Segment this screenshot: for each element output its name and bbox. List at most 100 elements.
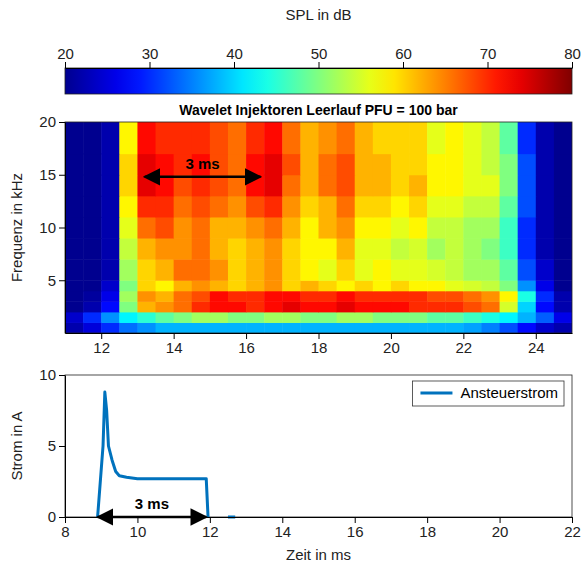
heatmap-cell <box>156 238 175 260</box>
axis-line <box>65 123 66 334</box>
heatmap-cell <box>282 122 301 154</box>
tick: 10 <box>39 366 65 383</box>
heatmap-cell <box>355 280 374 291</box>
tick-mark <box>59 228 65 229</box>
tick-label: 14 <box>166 339 183 356</box>
heatmap-cell <box>355 322 374 333</box>
heatmap-cell <box>101 259 120 281</box>
heatmap-cell <box>319 280 338 291</box>
tick: 0 <box>48 508 65 525</box>
heatmap-cell <box>355 301 374 312</box>
heatmap-cell <box>300 154 319 176</box>
heatmap-cell <box>463 291 482 302</box>
heatmap-cell <box>337 259 356 281</box>
heatmap-cell <box>373 122 392 154</box>
heatmap-cell <box>409 322 428 333</box>
heatmap-cell <box>119 322 138 333</box>
heatmap-cell <box>210 238 229 260</box>
heatmap-cell <box>445 301 464 312</box>
heatmap-cell <box>500 280 519 291</box>
heatmap-cell <box>554 322 572 333</box>
heatmap-cell <box>337 322 356 333</box>
heatmap-cell <box>481 259 500 281</box>
heatmap-cell <box>500 217 519 239</box>
title: Wavelet Injektoren Leerlauf PFU = 100 ba… <box>179 102 458 118</box>
heatmap-cell <box>536 238 555 260</box>
heatmap-cell <box>246 301 265 312</box>
heatmap-cell <box>300 280 319 291</box>
tick-mark <box>59 122 65 123</box>
heatmap-cell <box>300 301 319 312</box>
heatmap-cell <box>228 280 247 291</box>
heatmap-cell <box>463 312 482 323</box>
heatmap-cell <box>65 175 84 197</box>
heatmap-cell <box>228 217 247 239</box>
heatmap-cell <box>391 175 410 197</box>
heatmap-cell <box>264 122 283 154</box>
heatmap-cell <box>481 217 500 239</box>
heatmap-cell <box>373 196 392 218</box>
tick: 70 <box>480 45 497 68</box>
heatmap-cell <box>536 175 555 197</box>
heatmap-cell <box>282 154 301 176</box>
tick-label: 80 <box>564 45 581 62</box>
heatmap-cell <box>264 238 283 260</box>
heatmap-cell <box>300 175 319 197</box>
x-axis-title: Zeit in ms <box>286 546 351 563</box>
heatmap-cell <box>101 291 120 302</box>
heatmap-cell <box>156 280 175 291</box>
heatmap-cell <box>536 154 555 176</box>
heatmap-cell <box>445 259 464 281</box>
tick-mark <box>59 175 65 176</box>
heatmap-cell <box>300 196 319 218</box>
tick: 10 <box>130 517 147 540</box>
heatmap-cell <box>554 196 572 218</box>
heatmap-cell <box>481 322 500 333</box>
heatmap-cell <box>119 259 138 281</box>
heatmap-cell <box>391 154 410 176</box>
heatmap-cell <box>119 291 138 302</box>
heatmap-cell <box>246 122 265 154</box>
heatmap-cell <box>536 291 555 302</box>
heatmap-cell <box>463 322 482 333</box>
heatmap-cell <box>282 217 301 239</box>
heatmap-cell <box>137 259 156 281</box>
heatmap-cell <box>228 301 247 312</box>
heatmap-cell <box>83 175 102 197</box>
tick-label: 5 <box>48 437 56 454</box>
heatmap-cell <box>337 122 356 154</box>
tick-label: 12 <box>202 523 219 540</box>
heatmap-cell <box>554 217 572 239</box>
heatmap-cell <box>554 122 572 154</box>
heatmap-cell <box>463 301 482 312</box>
heatmap-cell <box>554 259 572 281</box>
heatmap-cell <box>174 301 193 312</box>
heatmap-cell <box>445 217 464 239</box>
heatmap-cell <box>355 259 374 281</box>
heatmap-cell <box>300 238 319 260</box>
heatmap-cell <box>119 122 138 154</box>
heatmap-cell <box>264 312 283 323</box>
heatmap-cell <box>282 175 301 197</box>
legend: Ansteuerstrom <box>412 381 564 406</box>
axis: 810121416182022 <box>61 517 581 540</box>
tick-mark <box>319 62 320 68</box>
tick-label: 0 <box>48 508 56 525</box>
heatmap-cell <box>137 196 156 218</box>
heatmap-cell <box>373 322 392 333</box>
heatmap-cell <box>192 259 211 281</box>
heatmap-cell <box>445 312 464 323</box>
heatmap-cell <box>228 259 247 281</box>
heatmap-cell <box>282 196 301 218</box>
heatmap-cell <box>210 259 229 281</box>
heatmap-cell <box>463 196 482 218</box>
heatmap-cell <box>409 154 428 176</box>
tick: 80 <box>564 45 581 68</box>
heatmap-cell <box>409 291 428 302</box>
heatmap-cell <box>409 217 428 239</box>
heatmap-cell <box>282 322 301 333</box>
heatmap-cell <box>536 312 555 323</box>
heatmap-cell <box>101 238 120 260</box>
heatmap-cell <box>355 238 374 260</box>
heatmap-cell <box>518 291 537 302</box>
